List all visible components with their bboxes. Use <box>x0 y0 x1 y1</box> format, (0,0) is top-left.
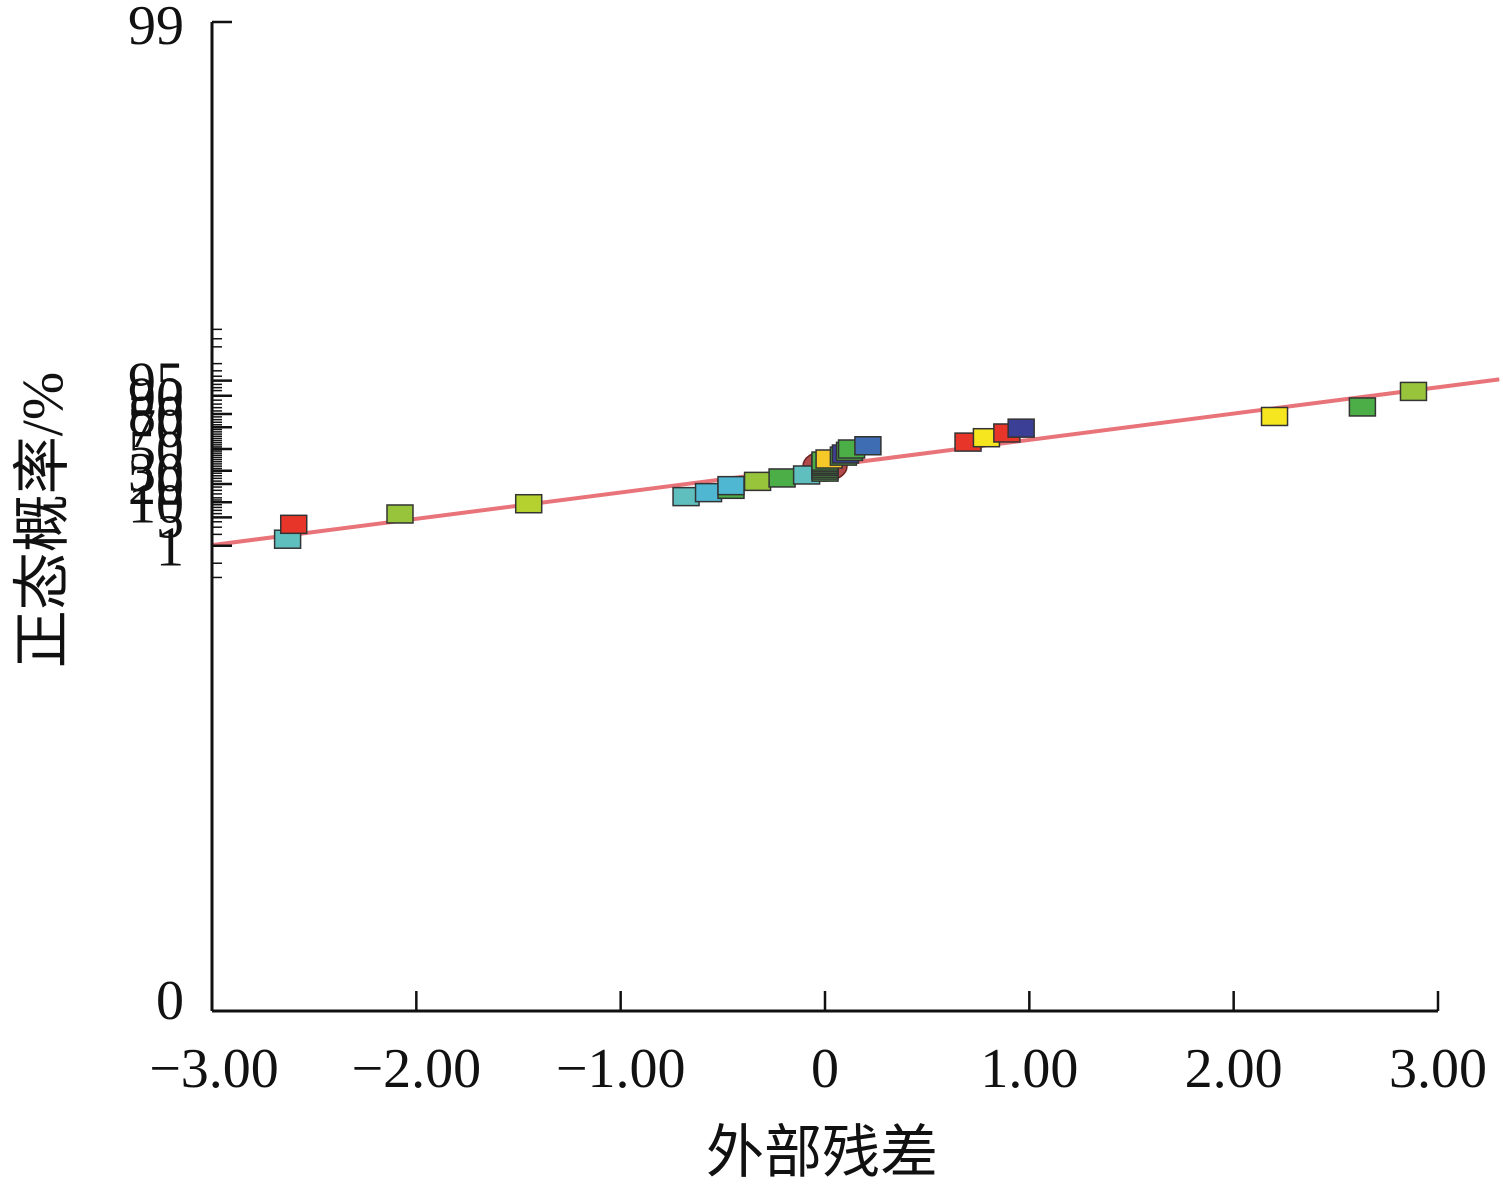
y-tick-label: 10 <box>128 473 184 535</box>
x-tick-label: 1.00 <box>980 1038 1078 1100</box>
data-point <box>1348 397 1377 417</box>
data-point <box>1399 381 1428 402</box>
y-tick-label: 50 <box>128 420 184 482</box>
x-tick-label: −2.00 <box>352 1038 482 1100</box>
data-point <box>743 471 772 492</box>
data-point <box>514 493 543 514</box>
x-tick-label: 2.00 <box>1185 1038 1283 1100</box>
x-tick-label: 0 <box>811 1038 839 1100</box>
x-tick-label: 3.00 <box>1389 1038 1487 1100</box>
y-tick-label: 80 <box>128 385 184 447</box>
x-tick-label: −3.00 <box>149 1038 279 1100</box>
data-point <box>854 436 882 456</box>
y-tick-label: 30 <box>128 442 184 504</box>
y-tick-label: 0 <box>156 970 184 1032</box>
x-major-ticks: −3.00 −2.00 −1.00 0 1.00 2.00 3.00 <box>149 991 1487 1100</box>
x-tick-label: −1.00 <box>556 1038 686 1100</box>
y-tick-label: 90 <box>128 367 184 429</box>
data-point <box>768 468 796 488</box>
y-tick-label: 1 <box>156 517 184 579</box>
data-point <box>279 514 308 535</box>
data-point <box>386 504 414 524</box>
y-tick-label: 99 <box>128 0 184 57</box>
y-axis-title: 正态概率/% <box>10 372 75 668</box>
y-tick-label: 70 <box>128 398 184 460</box>
y-tick-label: 95 <box>128 352 184 414</box>
data-point <box>1007 418 1035 438</box>
data-point <box>717 475 745 496</box>
data-points-layer <box>273 381 1428 549</box>
data-point <box>1260 406 1289 427</box>
x-axis-title: 外部残差 <box>706 1120 938 1184</box>
y-tick-label: 20 <box>128 455 184 517</box>
y-tick-label: 5 <box>156 488 184 550</box>
